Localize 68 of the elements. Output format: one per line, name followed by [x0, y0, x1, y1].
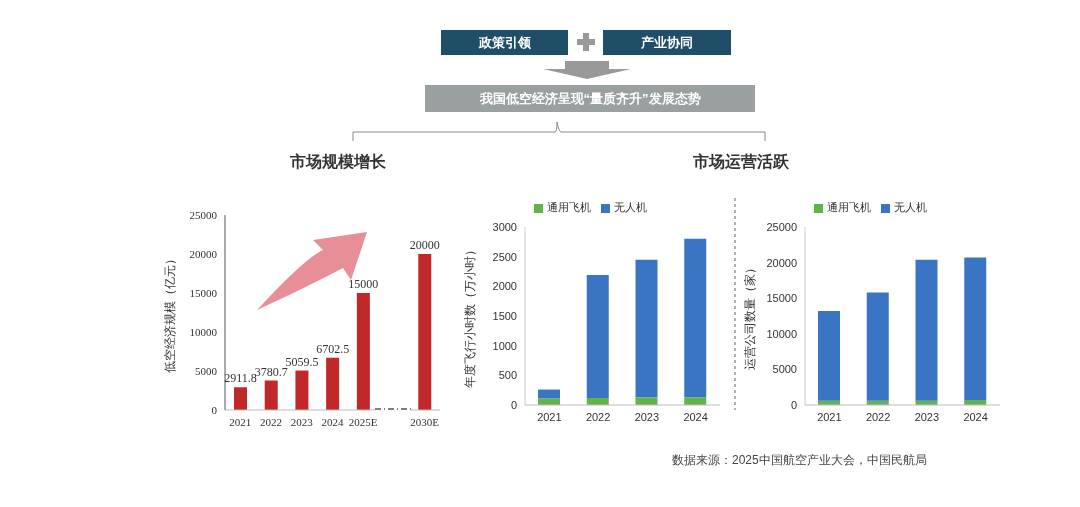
x-tick-label: 2021: [817, 410, 842, 423]
y-axis-title: 低空经济规模（亿元）: [163, 252, 178, 373]
x-tick-label: 2022: [865, 410, 891, 423]
x-tick-label: 2021: [229, 415, 252, 428]
bar: [586, 275, 609, 398]
y-tick-label: 25000: [189, 208, 218, 221]
text: 我国低空经济呈现“量质齐升”发展态势: [425, 85, 755, 112]
y-tick-label: 500: [498, 369, 517, 382]
bar: [684, 397, 707, 405]
legend-label: 无人机: [613, 201, 647, 213]
y-tick-label: 2000: [492, 280, 517, 293]
x-tick-label: 2025E: [348, 415, 378, 428]
chart-title: 市场规模增长: [290, 152, 386, 172]
x-tick-label: 2030E: [410, 415, 440, 428]
y-tick-label: 0: [211, 403, 218, 416]
source-note: 数据来源：2025中国航空产业大会，中国民航局: [672, 452, 927, 469]
data-label: 6702.5: [316, 341, 350, 356]
y-tick-label: 20000: [189, 247, 218, 260]
x-tick-label: 2024: [963, 410, 988, 423]
data-label: 2911.8: [224, 371, 257, 386]
legend-label: 无人机: [893, 201, 927, 213]
y-tick-label: 25000: [766, 220, 797, 233]
x-tick-label: 2023: [914, 410, 940, 423]
bar: [418, 254, 432, 410]
text: 产业协同: [603, 30, 731, 55]
y-axis-title: 运营公司数量（家）: [743, 262, 758, 370]
bar: [866, 292, 889, 401]
x-tick-label: 2022: [260, 415, 283, 428]
y-tick-label: 1500: [492, 309, 517, 322]
y-tick-label: 20000: [766, 256, 797, 269]
bar: [538, 389, 560, 399]
data-label: 5059.5: [285, 354, 319, 369]
bar: [684, 238, 707, 398]
bar: [915, 259, 938, 401]
y-tick-label: 5000: [195, 364, 218, 377]
bar: [356, 293, 370, 410]
y-tick-label: 2500: [492, 250, 517, 263]
x-tick-label: 2023: [634, 410, 660, 423]
bar: [295, 370, 309, 410]
bar: [635, 259, 658, 398]
bar: [635, 397, 658, 405]
legend-label: 通用飞机: [826, 201, 871, 213]
y-tick-label: 0: [510, 398, 517, 411]
bar: [234, 387, 247, 410]
y-axis-title: 年度飞行小时数（万小时）: [463, 244, 478, 388]
text: 政策引领: [441, 30, 568, 55]
y-tick-label: 0: [790, 398, 797, 411]
x-tick-label: 2023: [290, 415, 314, 428]
bar: [264, 380, 278, 410]
x-tick-label: 2024: [321, 415, 344, 428]
y-tick-label: 10000: [189, 325, 218, 338]
x-tick-label: 2022: [585, 410, 611, 423]
y-tick-label: 15000: [766, 292, 797, 305]
y-tick-label: 15000: [189, 286, 218, 299]
x-tick-label: 2024: [683, 410, 708, 423]
data-label: 20000: [409, 238, 440, 252]
legend-label: 通用飞机: [546, 201, 591, 213]
bar: [818, 311, 840, 401]
bar: [326, 357, 340, 410]
x-tick-label: 2021: [537, 410, 562, 423]
chart-title: 市场运营活跃: [693, 152, 789, 172]
bar: [964, 257, 987, 401]
y-tick-label: 10000: [766, 327, 797, 340]
bar: [538, 398, 560, 405]
data-label: 15000: [348, 277, 379, 291]
y-tick-label: 3000: [492, 220, 517, 233]
y-tick-label: 1000: [492, 339, 517, 352]
y-tick-label: 5000: [772, 363, 797, 376]
